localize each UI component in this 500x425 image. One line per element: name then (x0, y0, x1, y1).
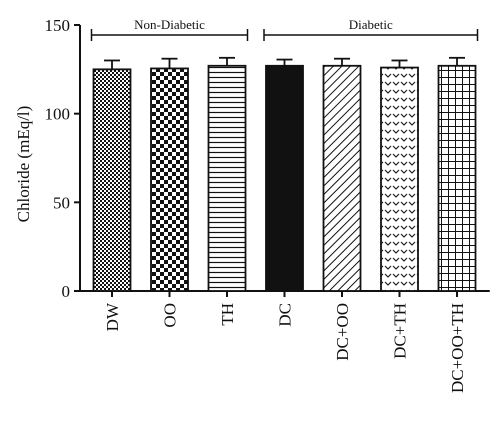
group-label: Diabetic (349, 17, 393, 32)
x-tick-label: DC+OO (333, 303, 352, 361)
bar-dc (265, 64, 304, 292)
x-tick-label: OO (161, 303, 180, 328)
labels: 0 50 100 150 Chloride (mEq/l) DW OO TH DC DC+OO DC… (14, 16, 467, 393)
y-tick-label: 150 (45, 16, 71, 35)
bar-dw (92, 68, 132, 292)
y-axis-title: Chloride (mEq/l) (14, 106, 33, 223)
x-tick-label: DC+OO+TH (448, 303, 467, 393)
y-tick-label: 0 (62, 282, 71, 301)
bar-dc-th (380, 66, 419, 292)
x-tick-label: DC (276, 303, 295, 327)
x-tick-label: DW (103, 302, 122, 331)
bar-oo (150, 67, 189, 292)
axes (74, 24, 490, 297)
group-label: Non-Diabetic (134, 17, 205, 32)
x-tick-label: DC+TH (391, 303, 410, 359)
bar-dc-oo-th (437, 64, 477, 292)
x-tick-label: TH (218, 303, 237, 326)
bars (92, 56, 477, 292)
bar-th (207, 64, 247, 292)
bar-dc-oo (322, 64, 362, 292)
y-tick-label: 50 (53, 193, 70, 212)
y-tick-label: 100 (45, 105, 71, 124)
